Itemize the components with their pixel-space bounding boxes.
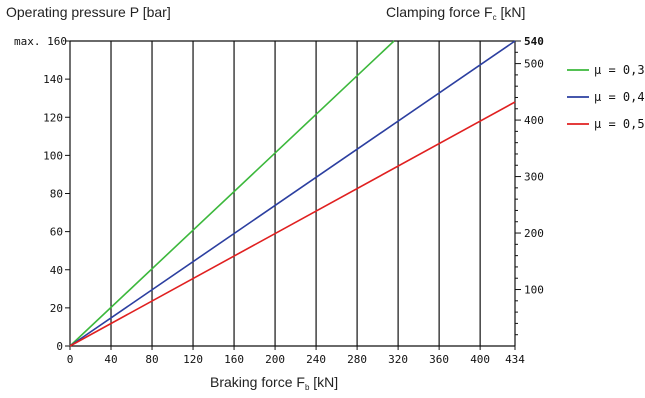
x-axis-label: Braking force Fb [kN]	[210, 374, 339, 392]
x-tick-label-1: 40	[104, 353, 117, 366]
right-tick-label-5: 540	[524, 35, 544, 48]
legend-label-1: μ = 0,4	[594, 90, 645, 104]
x-tick-label-8: 320	[388, 353, 408, 366]
left-tick-label-7: 140	[43, 73, 63, 86]
left-tick-label-4: 80	[50, 188, 63, 201]
left-tick-label-6: 120	[43, 111, 63, 124]
right-tick-label-4: 500	[524, 58, 544, 71]
right-tick-label-2: 300	[524, 171, 544, 184]
x-tick-label-9: 360	[429, 353, 449, 366]
legend-label-0: μ = 0,3	[594, 63, 645, 77]
series-line-1	[69, 40, 516, 347]
x-tick-label-4: 160	[224, 353, 244, 366]
x-tick-label-10: 400	[470, 353, 490, 366]
right-tick-label-1: 200	[524, 227, 544, 240]
right-tick-label-0: 100	[524, 284, 544, 297]
left-tick-label-3: 60	[50, 226, 63, 239]
x-tick-label-2: 80	[145, 353, 158, 366]
left-tick-label-2: 40	[50, 264, 63, 277]
series-line-0	[69, 40, 395, 347]
x-tick-label-3: 120	[183, 353, 203, 366]
x-tick-label-6: 240	[306, 353, 326, 366]
x-tick-label-11: 434	[505, 353, 525, 366]
x-tick-label-0: 0	[67, 353, 74, 366]
right-tick-label-3: 400	[524, 114, 544, 127]
x-tick-label-7: 280	[347, 353, 367, 366]
x-tick-label-5: 200	[265, 353, 285, 366]
left-tick-label-0: 0	[56, 340, 63, 353]
left-tick-label-5: 100	[43, 149, 63, 162]
left-tick-label-max: max. 160	[14, 35, 67, 48]
legend-label-2: μ = 0,5	[594, 117, 645, 131]
right-axis-label: Clamping force Fc [kN]	[386, 4, 526, 22]
series-line-2	[69, 101, 516, 347]
left-tick-label-1: 20	[50, 302, 63, 315]
left-axis-label: Operating pressure P [bar]	[6, 4, 171, 20]
